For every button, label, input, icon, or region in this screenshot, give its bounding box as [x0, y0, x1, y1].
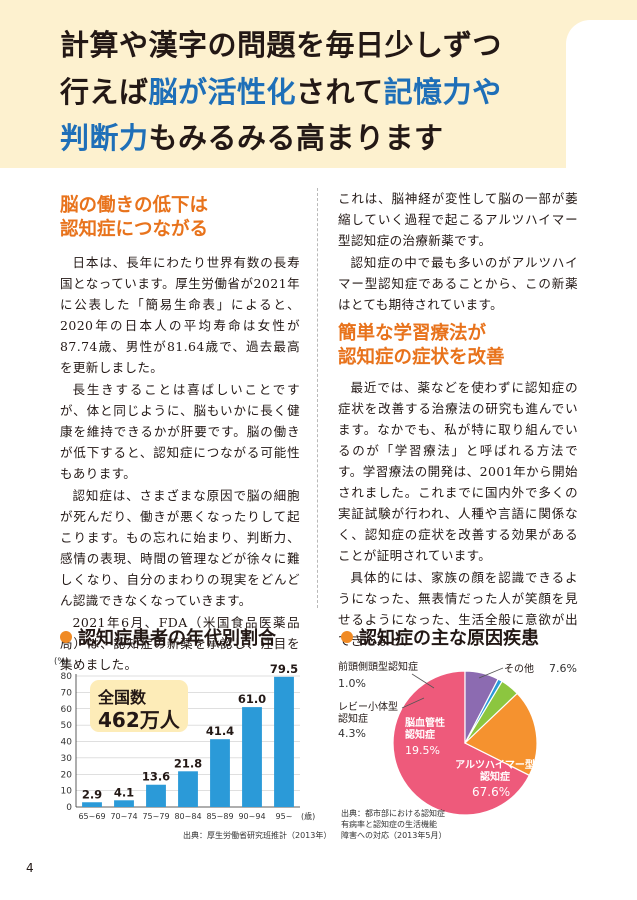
page-number: 4 [26, 861, 34, 875]
slice-pct-alzheimer: 67.6% [472, 785, 511, 799]
x-tick-label: 75~79 [142, 812, 169, 821]
total-label: 全国数 [98, 688, 147, 707]
label-leader-line-other [478, 667, 504, 679]
y-tick-label: 0 [66, 803, 72, 813]
y-tick-label: 60 [61, 705, 73, 715]
pie-slice-その他 [464, 670, 499, 744]
headline-line-2: 行えば脳が活性化されて記憶力や [60, 75, 502, 109]
headline-emphasis-brain: 脳が活性化 [148, 75, 297, 109]
x-tick-label: 95~ [276, 812, 293, 821]
pie-chart-source: 出典：都市部における認知症 有病率と認知症の生活機能 障害への対応（2013年5月） [341, 809, 447, 840]
section1-paragraph: 認知症は、さまざまな原因で脳の細胞が死んだり、働きが悪くなったりして起こります。… [60, 488, 300, 608]
pie-chart-title: 認知症の主な原因疾患 [341, 628, 539, 650]
headline-line-3: 判断力もみるみる高まります [60, 121, 444, 155]
label-leader-lines [401, 673, 435, 709]
y-tick-label: 20 [61, 770, 73, 780]
y-tick-label: 30 [61, 754, 73, 764]
bar-90~94 [242, 707, 262, 807]
section2-paragraph: これは、脳神経が変性して脳の一部が萎縮していく過程で起こるアルツハイマー型認知症… [338, 191, 578, 248]
x-tick-label: 65~69 [78, 812, 105, 821]
bar-value-label: 2.9 [82, 787, 102, 801]
section1-paragraph: 長生きすることは喜ばしいことですが、体と同じように、脳もいかに長く健康を維持でき… [60, 382, 300, 481]
y-tick-label: 80 [61, 672, 73, 682]
section1-paragraph: 2021年6月、FDA（米国食品医薬品局）は、認知症の新薬を承認し、注目を集めま… [60, 615, 300, 672]
bar-value-label: 21.8 [174, 756, 202, 770]
bar-75~79 [146, 784, 166, 807]
x-tick-label: 70~74 [110, 812, 137, 821]
section3-body: 最近では、薬などを使わずに認知症の症状を改善する治療法の研究も進んでいます。なか… [338, 377, 578, 652]
y-tick-label: 50 [61, 721, 73, 731]
bar-65~69 [82, 802, 102, 807]
slice-label-vascular: 脳血管性 認知症 [405, 718, 445, 741]
total-value: 462万人 [98, 708, 180, 732]
bar-value-label: 4.1 [114, 785, 134, 799]
slice-label-other: その他 [504, 664, 534, 675]
pie-slice-脳血管性認知症 [463, 692, 538, 777]
section1-body: 日本は、長年にわたり世界有数の長寿国となっています。厚生労働省が2021年に公表… [60, 252, 300, 676]
column-divider [317, 188, 318, 608]
section3-heading: 簡単な学習療法が 認知症の症状を改善 [338, 323, 505, 368]
section3-paragraph: 最近では、薬などを使わずに認知症の症状を改善する治療法の研究も進んでいます。なか… [338, 380, 578, 563]
slice-pct-frontotemporal: 1.0% [338, 677, 366, 690]
bar-value-label: 41.4 [206, 724, 234, 738]
section3-paragraph: 具体的には、家族の顔を認識できるようになった、無表情だった人が笑顔を見せるように… [338, 570, 578, 648]
section1-heading: 脳の働きの低下は 認知症につながる [60, 195, 209, 240]
header-banner [0, 0, 637, 168]
x-tick-label: 80~84 [174, 812, 201, 821]
headline-emphasis-memory: 記憶力や [383, 75, 502, 109]
y-tick-label: 70 [61, 688, 73, 698]
slice-pct-lewy: 4.3% [338, 727, 366, 740]
bar-95~ [274, 676, 294, 807]
y-axis-unit: (%) [54, 657, 69, 667]
section1-paragraph: 日本は、長年にわたり世界有数の長寿国となっています。厚生労働省が2021年に公表… [60, 255, 300, 375]
bullet-dot-icon [341, 631, 353, 643]
bar-value-label: 61.0 [238, 692, 266, 706]
x-axis-unit: (歳) [301, 811, 315, 821]
slice-label-alzheimer: アルツハイマー型 認知症 [455, 760, 535, 783]
bar-value-label: 79.5 [270, 662, 298, 676]
slice-label-frontotemporal: 前頭側頭型認知症 [338, 662, 418, 673]
slice-pct-vascular: 19.5% [405, 744, 440, 757]
x-tick-label: 85~89 [206, 812, 233, 821]
y-tick-label: 10 [61, 787, 73, 797]
bar-chart-title: 認知症患者の年代別割合 [60, 628, 276, 650]
slice-pct-other: 7.6% [549, 662, 577, 675]
section2-body: これは、脳神経が変性して脳の一部が萎縮していく過程で起こるアルツハイマー型認知症… [338, 188, 578, 316]
total-patients-box: 全国数 462万人 [90, 680, 188, 732]
bullet-dot-icon [60, 631, 72, 643]
bar-80~84 [178, 771, 198, 807]
header-corner-tab [566, 20, 637, 168]
bar-value-label: 13.6 [142, 770, 170, 784]
age-bar-chart: (%) 0 10 20 30 40 50 60 70 80 2.9 65~69 4.1 70~74 13.… [54, 657, 315, 821]
slice-label-lewy: レビー小体型 認知症 [338, 702, 398, 725]
x-tick-label: 90~94 [238, 812, 265, 821]
y-tick-label: 40 [61, 738, 73, 748]
section2-paragraph: 認知症の中で最も多いのがアルツハイマー型認知症であることから、この新薬はとても期… [338, 255, 578, 312]
bar-chart-source: 出典：厚生労働省研究班推計（2013年） [183, 831, 332, 840]
bar-85~89 [210, 739, 230, 807]
bar-70~74 [114, 800, 134, 807]
headline-line-1: 計算や漢字の問題を毎日少しずつ [60, 28, 502, 62]
headline-emphasis-judgment: 判断力 [60, 121, 149, 155]
